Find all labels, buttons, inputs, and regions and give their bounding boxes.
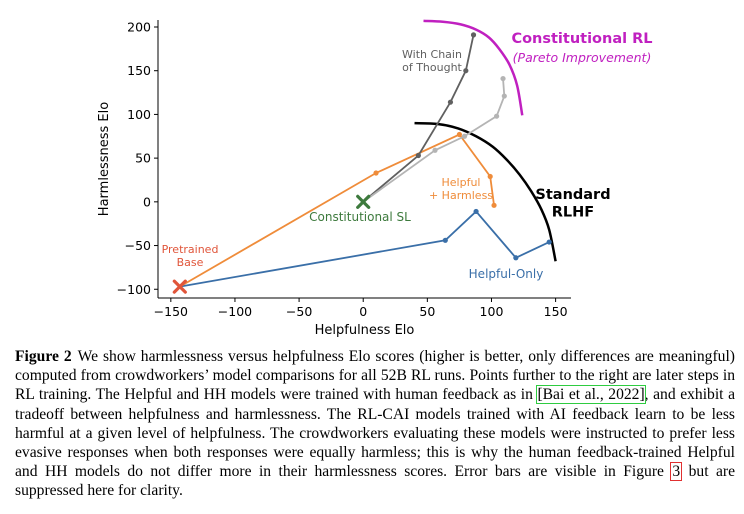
pretrained-base-marker bbox=[172, 279, 187, 294]
constitutional-rl-label: Constitutional RL bbox=[511, 31, 652, 47]
y-tick-label: 100 bbox=[127, 107, 151, 122]
caption-text-2: , and exhibit a tradeoff between helpful… bbox=[15, 386, 735, 481]
helpful-harmless-label: Helpful + Harmless bbox=[429, 176, 493, 202]
x-tick-label: −150 bbox=[154, 304, 188, 319]
y-tick-label: 50 bbox=[135, 151, 151, 166]
pretrained-base-label-line: Base bbox=[177, 256, 204, 269]
pretrained-base-label-line: Pretrained bbox=[162, 243, 219, 256]
chain-of-thought-label-line: of Thought bbox=[402, 61, 462, 74]
constitutional-sl-label: Constitutional SL bbox=[309, 210, 411, 224]
pareto-improvement-label-line: (Pareto Improvement) bbox=[513, 50, 652, 65]
rl-cai-point bbox=[500, 75, 506, 82]
standard-rlhf-label: Standard RLHF bbox=[535, 187, 610, 220]
pretrained-base-marker-stroke bbox=[172, 279, 187, 294]
chain-of-thought-label: With Chain of Thought bbox=[402, 48, 463, 74]
x-axis-label: Helpfulness Elo bbox=[315, 323, 415, 338]
x-tick-label: 100 bbox=[480, 304, 504, 319]
figure-2-chart: −150 −100 −50 0 50 100 150−100−50050100150200H… bbox=[97, 19, 653, 338]
chain-of-thought-point bbox=[415, 152, 421, 159]
x-tick-label: −50 bbox=[286, 304, 312, 319]
y-tick-label: −100 bbox=[117, 282, 151, 297]
citation-link[interactable]: [Bai et al., 2022] bbox=[536, 385, 646, 405]
rl-cai-point bbox=[494, 113, 500, 119]
x-tick-label: 0 bbox=[359, 304, 367, 319]
constitutional-rl-label-line: Constitutional RL bbox=[511, 31, 652, 47]
helpful-harmless-point bbox=[491, 202, 497, 208]
figure-ref-link[interactable]: 3 bbox=[670, 462, 683, 482]
y-axis-label: Harmlessness Elo bbox=[97, 102, 112, 216]
standard-rlhf-label-line: RLHF bbox=[552, 204, 594, 220]
helpful-harmless-label-line: + Harmless bbox=[429, 189, 493, 202]
constitutional-sl-marker-stroke bbox=[356, 194, 371, 209]
helpful-only-point bbox=[442, 237, 448, 243]
x-tick-label: 50 bbox=[419, 304, 435, 319]
helpful-harmless-point bbox=[487, 173, 493, 180]
axes: −150 −100 −50 0 50 100 150−100−50050100150200H… bbox=[97, 19, 571, 338]
pretrained-base-label: Pretrained Base bbox=[162, 243, 219, 269]
helpful-only-point bbox=[513, 255, 519, 261]
y-tick-label: 200 bbox=[127, 19, 151, 34]
series-layer bbox=[172, 19, 557, 294]
chain-of-thought-point bbox=[447, 99, 454, 105]
y-tick-label: 150 bbox=[127, 63, 151, 78]
figure-caption: Figure 2 We show harmlessness versus help… bbox=[15, 347, 735, 501]
chain-of-thought-point bbox=[463, 68, 469, 74]
helpful-only-label: Helpful-Only bbox=[469, 267, 544, 281]
pareto-improvement-label: (Pareto Improvement) bbox=[513, 50, 652, 65]
y-tick-label: −50 bbox=[125, 238, 151, 253]
x-tick-label: 150 bbox=[544, 304, 568, 319]
caption-text-3: but are suppressed here for clarity. bbox=[15, 463, 735, 500]
figure-label: Figure 2 bbox=[15, 348, 72, 365]
chain-of-thought-point bbox=[470, 32, 477, 38]
standard-rlhf-label-line: Standard bbox=[535, 187, 610, 203]
rl-cai-line bbox=[362, 78, 506, 203]
helpful-harmless-point bbox=[373, 170, 379, 176]
rl-cai-point bbox=[461, 133, 468, 139]
chain-of-thought-label-line: With Chain bbox=[402, 48, 462, 61]
rl-cai-point bbox=[432, 147, 438, 153]
constitutional-rl-frontier bbox=[423, 19, 524, 116]
standard-rlhf-frontier bbox=[414, 121, 557, 262]
x-tick-label: −100 bbox=[218, 304, 252, 319]
caption-text-1: We show harmlessness versus helpfulness … bbox=[15, 348, 735, 404]
y-tick-label: 0 bbox=[143, 194, 151, 209]
helpful-harmless-label-line: Helpful bbox=[442, 176, 481, 189]
rl-cai-point bbox=[501, 93, 507, 99]
helpful-harmless-point bbox=[456, 131, 463, 138]
constitutional-sl-marker bbox=[356, 194, 371, 209]
helpful-only-point bbox=[546, 239, 552, 245]
constitutional-sl-label-line: Constitutional SL bbox=[309, 210, 411, 224]
labels-layer: Pretrained Base Constitutional SL With Chai… bbox=[162, 31, 653, 281]
helpful-only-point bbox=[473, 208, 479, 215]
helpful-only-label-line: Helpful-Only bbox=[469, 267, 544, 281]
